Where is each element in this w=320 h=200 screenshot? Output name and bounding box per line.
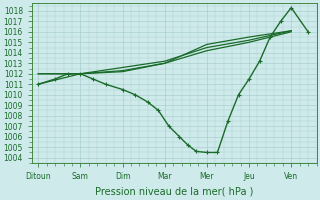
X-axis label: Pression niveau de la mer( hPa ): Pression niveau de la mer( hPa ) <box>95 187 253 197</box>
